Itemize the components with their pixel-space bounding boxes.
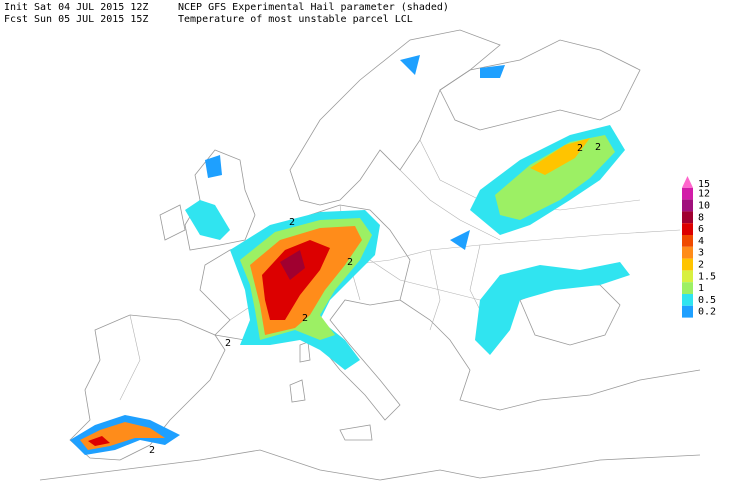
legend-label: 15 <box>698 179 710 190</box>
legend-label: 3 <box>698 248 704 259</box>
legend-swatch <box>682 246 693 259</box>
title: NCEP GFS Experimental Hail parameter (sh… <box>178 2 449 13</box>
legend-swatch <box>682 282 693 294</box>
legend-label: 12 <box>698 189 710 200</box>
contour-label: 2 <box>595 142 601 153</box>
legend-swatch <box>682 211 693 224</box>
legend-swatch <box>682 187 693 200</box>
legend-swatch <box>682 270 693 283</box>
contour-label: 2 <box>149 445 155 456</box>
legend-label: 6 <box>698 224 704 235</box>
legend-swatch <box>682 258 693 271</box>
legend-label: 1 <box>698 283 704 294</box>
legend-swatch <box>682 223 693 235</box>
hail-shading <box>70 55 630 455</box>
fcst-label: Fcst <box>4 14 28 25</box>
legend-label: 1.5 <box>698 271 716 282</box>
legend-swatch <box>682 235 693 247</box>
legend-label: 2 <box>698 260 704 271</box>
legend-label: 0.2 <box>698 307 716 318</box>
contour-label: 2 <box>225 338 231 349</box>
legend-label: 0.5 <box>698 295 716 306</box>
legend-swatch <box>682 305 693 318</box>
legend-swatch <box>682 199 693 212</box>
contour-label: 2 <box>347 257 353 268</box>
init-label: Init <box>4 2 28 13</box>
contour-label: 2 <box>289 217 295 228</box>
legend-swatch <box>682 294 693 306</box>
legend-swatch <box>682 176 693 188</box>
contour-labels: 2 2 2 2 2 2 2 <box>149 142 601 456</box>
legend-label: 4 <box>698 236 704 247</box>
legend-label: 10 <box>698 201 710 212</box>
contour-label: 2 <box>577 143 583 154</box>
legend-label: 8 <box>698 212 704 223</box>
subtitle: Temperature of most unstable parcel LCL <box>178 14 413 25</box>
contour-label: 2 <box>302 313 308 324</box>
init-time: Sat 04 JUL 2015 12Z <box>34 2 148 13</box>
fcst-time: Sun 05 JUL 2015 15Z <box>34 14 148 25</box>
